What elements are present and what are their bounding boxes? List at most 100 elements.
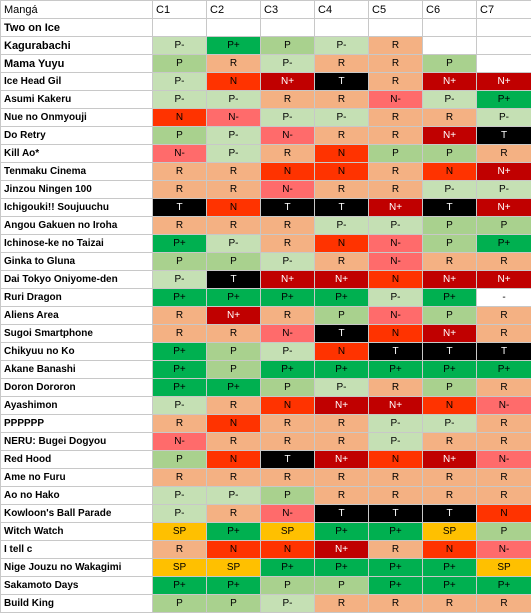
rating-cell: R: [423, 469, 477, 487]
rating-cell: P-: [207, 235, 261, 253]
rating-cell: P-: [369, 217, 423, 235]
rating-cell: N+: [477, 73, 531, 91]
rating-cell: N+: [477, 271, 531, 289]
rating-cell: R: [369, 55, 423, 73]
rating-cell: P: [423, 217, 477, 235]
rating-cell: T: [315, 505, 369, 523]
rating-cell: R: [207, 217, 261, 235]
rating-cell: N+: [477, 199, 531, 217]
rating-cell: N-: [369, 253, 423, 271]
rating-cell: R: [369, 469, 423, 487]
rating-cell: P: [423, 145, 477, 163]
rating-cell: P-: [315, 109, 369, 127]
manga-title: Ayashimon: [1, 397, 153, 415]
manga-title: Nige Jouzu no Wakagimi: [1, 559, 153, 577]
rating-cell: R: [369, 109, 423, 127]
manga-title: Kagurabachi: [1, 37, 153, 55]
rating-cell: P: [153, 451, 207, 469]
rating-cell: T: [477, 127, 531, 145]
manga-title: Aliens Area: [1, 307, 153, 325]
manga-title: Doron Dororon: [1, 379, 153, 397]
rating-cell: P+: [315, 523, 369, 541]
column-header-c6: C6: [423, 1, 477, 19]
rating-cell: R: [153, 541, 207, 559]
rating-cell: T: [477, 343, 531, 361]
rating-cell: P: [207, 361, 261, 379]
rating-cell: R: [261, 235, 315, 253]
column-header-c7: C7: [477, 1, 531, 19]
rating-cell: P-: [423, 181, 477, 199]
rating-cell: N: [153, 109, 207, 127]
rating-cell: N: [261, 163, 315, 181]
rating-cell: P: [153, 55, 207, 73]
rating-cell: [423, 19, 477, 37]
rating-cell: P: [423, 379, 477, 397]
rating-cell: -: [477, 289, 531, 307]
rating-cell: P-: [153, 397, 207, 415]
rating-cell: [153, 19, 207, 37]
rating-cell: N-: [261, 505, 315, 523]
rating-cell: N-: [477, 451, 531, 469]
rating-cell: [477, 37, 531, 55]
rating-cell: R: [153, 181, 207, 199]
manga-title: I tell c: [1, 541, 153, 559]
rating-cell: P+: [477, 91, 531, 109]
rating-cell: R: [477, 253, 531, 271]
rating-cell: SP: [153, 523, 207, 541]
manga-title: Ice Head Gil: [1, 73, 153, 91]
rating-cell: R: [153, 217, 207, 235]
rating-cell: R: [369, 541, 423, 559]
rating-cell: R: [477, 307, 531, 325]
rating-cell: P+: [315, 361, 369, 379]
column-header-manga: Mangá: [1, 1, 153, 19]
rating-cell: R: [369, 379, 423, 397]
rating-cell: N-: [261, 325, 315, 343]
rating-cell: P-: [153, 37, 207, 55]
manga-title: Ame no Furu: [1, 469, 153, 487]
manga-title: Angou Gakuen no Iroha: [1, 217, 153, 235]
rating-cell: T: [369, 505, 423, 523]
rating-cell: P+: [315, 289, 369, 307]
rating-cell: P: [153, 595, 207, 613]
rating-cell: R: [369, 163, 423, 181]
rating-cell: R: [477, 325, 531, 343]
rating-cell: R: [477, 379, 531, 397]
rating-cell: R: [261, 91, 315, 109]
rating-cell: P+: [423, 361, 477, 379]
rating-cell: P+: [423, 577, 477, 595]
rating-cell: P+: [369, 523, 423, 541]
rating-cell: P+: [423, 289, 477, 307]
rating-cell: P-: [207, 145, 261, 163]
rating-cell: P+: [153, 235, 207, 253]
rating-cell: T: [369, 343, 423, 361]
rating-cell: SP: [261, 523, 315, 541]
rating-cell: T: [423, 505, 477, 523]
column-header-c2: C2: [207, 1, 261, 19]
rating-cell: [207, 19, 261, 37]
manga-title: Witch Watch: [1, 523, 153, 541]
manga-title: Tenmaku Cinema: [1, 163, 153, 181]
rating-cell: T: [261, 199, 315, 217]
rating-cell: R: [315, 487, 369, 505]
rating-cell: P+: [369, 577, 423, 595]
rating-cell: R: [315, 415, 369, 433]
rating-cell: P: [423, 235, 477, 253]
rating-cell: R: [207, 433, 261, 451]
rating-cell: P+: [207, 523, 261, 541]
rating-cell: R: [261, 145, 315, 163]
rating-cell: N+: [423, 325, 477, 343]
rating-cell: P: [207, 253, 261, 271]
rating-cell: P+: [207, 379, 261, 397]
rating-cell: N: [315, 145, 369, 163]
rating-cell: P-: [315, 217, 369, 235]
rating-cell: R: [423, 433, 477, 451]
rating-cell: [261, 19, 315, 37]
rating-cell: N-: [369, 307, 423, 325]
rating-cell: N: [207, 199, 261, 217]
rating-cell: N+: [477, 163, 531, 181]
rating-cell: P-: [423, 415, 477, 433]
